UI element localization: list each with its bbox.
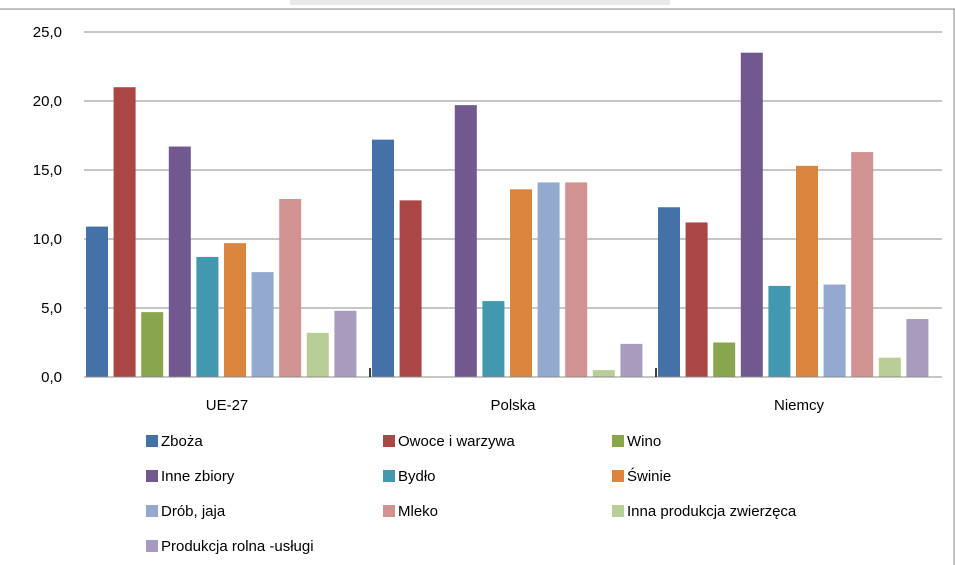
legend-label: Bydło xyxy=(398,468,436,485)
legend-swatch xyxy=(383,470,395,482)
category-label: Polska xyxy=(490,397,536,414)
bar xyxy=(878,357,901,377)
bar xyxy=(251,272,274,377)
legend-swatch xyxy=(612,505,624,517)
legend-label: Mleko xyxy=(398,503,438,520)
bar xyxy=(768,285,791,377)
y-tick-label: 5,0 xyxy=(41,300,62,317)
legend-label: Owoce i warzywa xyxy=(398,433,515,450)
bar xyxy=(454,105,477,377)
legend-swatch xyxy=(146,540,158,552)
bar xyxy=(141,312,164,377)
y-tick-label: 20,0 xyxy=(33,93,62,110)
legend-label: Wino xyxy=(627,433,661,450)
bar xyxy=(224,243,246,377)
bar xyxy=(306,332,329,377)
legend-label: Świnie xyxy=(627,467,671,485)
bar xyxy=(658,207,680,377)
bar xyxy=(620,343,643,377)
legend-swatch xyxy=(612,470,624,482)
bar xyxy=(372,139,394,377)
bar xyxy=(906,319,929,377)
legend-label: Produkcja rolna -usługi xyxy=(161,538,314,555)
bar xyxy=(86,226,108,377)
bar xyxy=(685,222,708,377)
category-labels: UE-27 Polska Niemcy xyxy=(206,397,825,414)
legend-label: Inne zbiory xyxy=(161,468,235,485)
bar xyxy=(113,87,136,377)
y-axis-ticks: 0,0 5,0 10,0 15,0 20,0 25,0 xyxy=(33,24,62,386)
legend-swatch xyxy=(146,470,158,482)
bar xyxy=(196,256,219,377)
legend: Zboża Owoce i warzywa Wino Inne zbiory Bydło… xyxy=(146,433,797,555)
bar xyxy=(851,152,874,377)
bar xyxy=(713,342,736,377)
bar xyxy=(482,301,505,377)
legend-swatch xyxy=(383,435,395,447)
bar xyxy=(168,146,191,377)
bars xyxy=(86,52,929,377)
legend-swatch xyxy=(146,505,158,517)
y-tick-label: 25,0 xyxy=(33,24,62,41)
bar xyxy=(796,165,818,377)
category-label: UE-27 xyxy=(206,397,249,414)
legend-swatch xyxy=(146,435,158,447)
bar xyxy=(510,189,532,377)
y-tick-label: 0,0 xyxy=(41,369,62,386)
y-tick-label: 10,0 xyxy=(33,231,62,248)
y-tick-label: 15,0 xyxy=(33,162,62,179)
legend-swatch xyxy=(383,505,395,517)
legend-swatch xyxy=(612,435,624,447)
legend-label: Zboża xyxy=(161,433,203,450)
cropped-title-strip xyxy=(290,0,670,5)
legend-label: Drób, jaja xyxy=(161,503,226,520)
bar xyxy=(740,52,763,377)
bar xyxy=(334,310,357,377)
bar xyxy=(279,198,302,377)
bar xyxy=(592,370,615,377)
bar xyxy=(565,182,588,377)
bar xyxy=(537,182,560,377)
bar xyxy=(823,284,846,377)
bar xyxy=(399,200,422,377)
x-axis xyxy=(84,368,942,378)
legend-label: Inna produkcja zwierzęca xyxy=(627,503,797,520)
category-label: Niemcy xyxy=(774,397,825,414)
